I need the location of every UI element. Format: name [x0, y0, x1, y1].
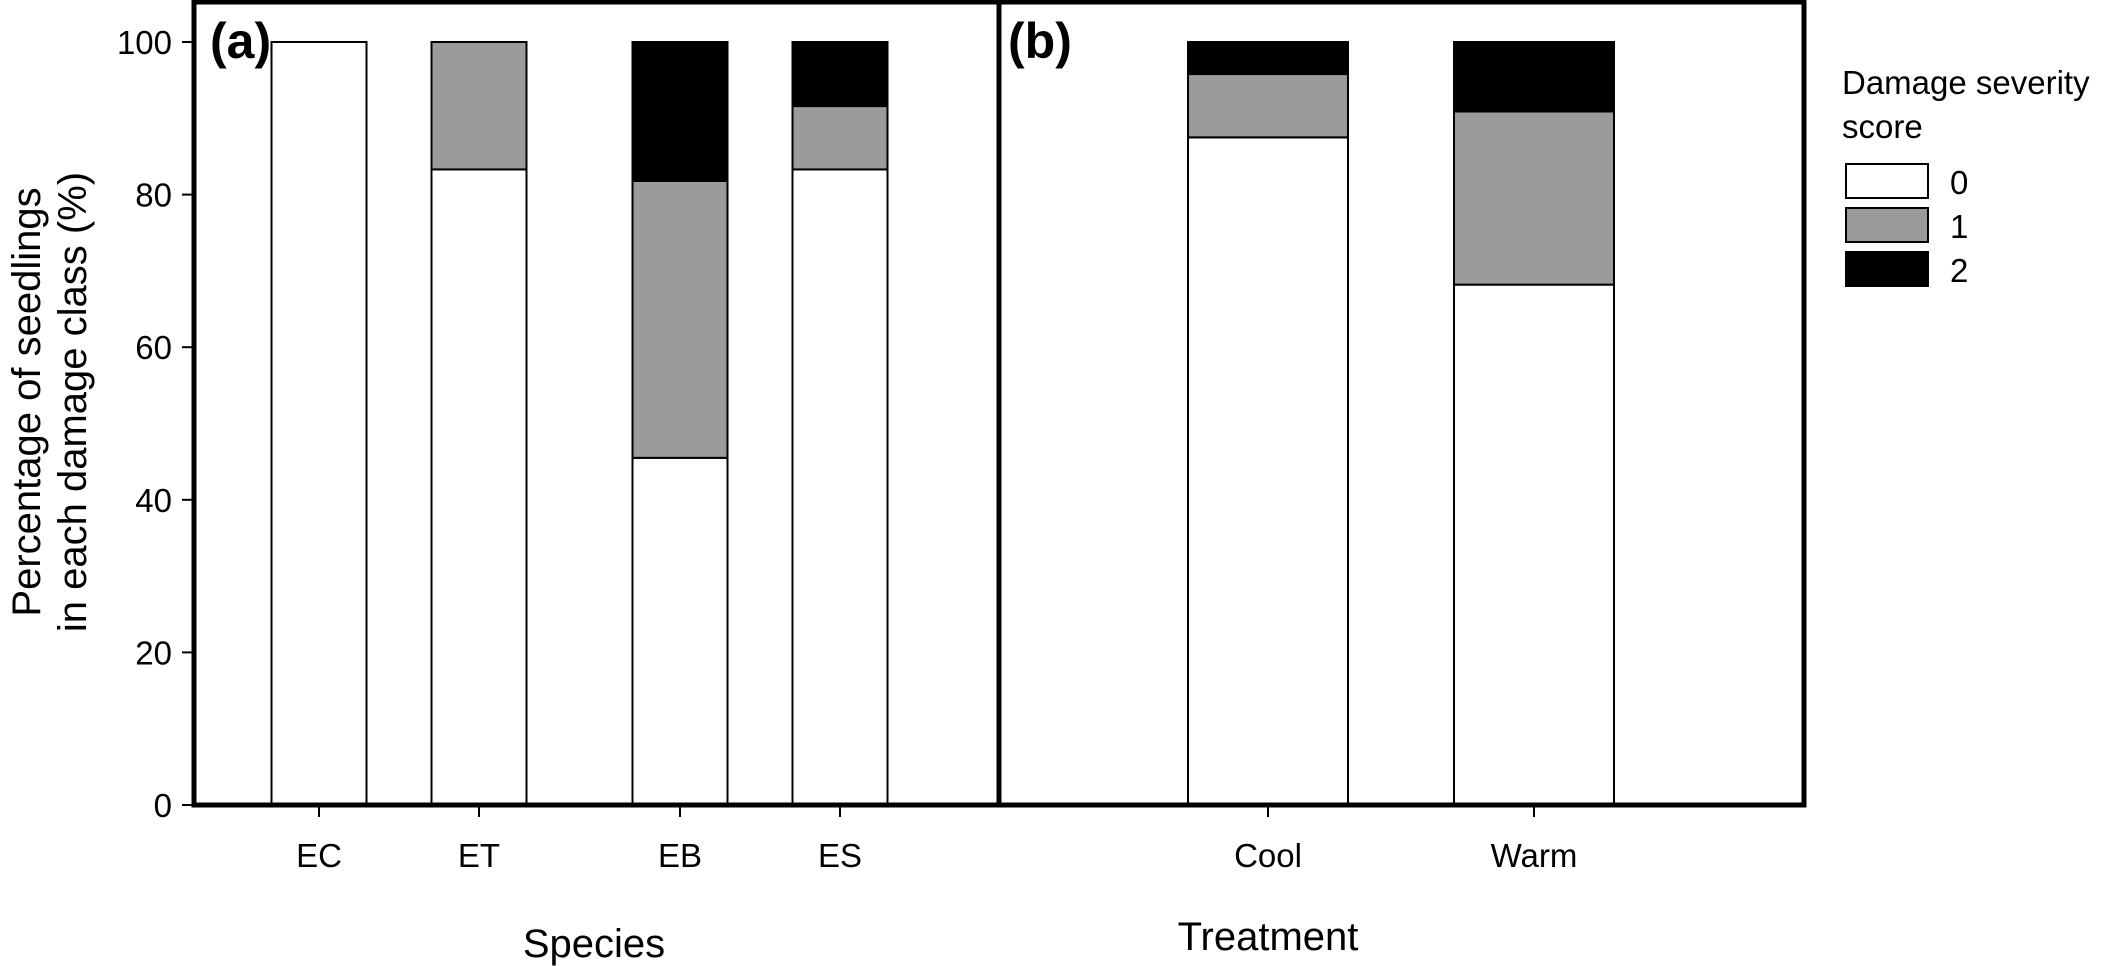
legend-swatch-score-1	[1845, 207, 1929, 243]
panel-b: Cool Warm (b)	[996, 0, 1807, 874]
bar-segment-et-score-1	[430, 41, 528, 171]
y-tick-label-0: 0	[154, 787, 172, 824]
bar-segment-es-score-0	[791, 168, 889, 806]
y-tick-label-100: 100	[117, 24, 172, 61]
y-tick-label-20: 20	[135, 634, 172, 671]
x-tick-label-es: ES	[818, 837, 862, 874]
y-tick-label-80: 80	[135, 177, 172, 214]
bar-segment-es-score-2	[791, 41, 889, 108]
bar-segment-eb-score-1	[631, 179, 729, 459]
panel-label: (a)	[210, 13, 271, 69]
panel-frame	[996, 0, 1807, 808]
legend-swatch-score-0	[1845, 163, 1929, 199]
legend-title-line-2: score	[1842, 108, 1923, 145]
bar-segment-warm-score-1	[1453, 110, 1615, 286]
x-axis-title-species: Species	[523, 922, 665, 966]
x-tick-label-ec: EC	[296, 837, 342, 874]
y-axis-title: Percentage of seedlings in each damage c…	[5, 172, 95, 632]
bar-segment-eb-score-2	[631, 41, 729, 182]
legend-label-score-0: 0	[1950, 164, 1968, 201]
bar-segment-et-score-0	[430, 168, 528, 806]
bar-segment-cool-score-1	[1187, 73, 1349, 139]
legend-label-score-2: 2	[1950, 252, 1968, 289]
legend-label-score-1: 1	[1950, 208, 1968, 245]
bar-segment-warm-score-2	[1453, 41, 1615, 113]
y-axis-title-line-1: Percentage of seedlings	[5, 187, 49, 616]
legend-swatch-score-2	[1845, 251, 1929, 287]
bar-segment-eb-score-0	[631, 456, 729, 806]
y-tick-label-40: 40	[135, 482, 172, 519]
legend-title-line-1: Damage severity	[1842, 64, 2090, 101]
bar-segment-cool-score-0	[1187, 136, 1349, 806]
x-tick-label-eb: EB	[658, 837, 702, 874]
y-axis-title-line-2: in each damage class (%)	[51, 172, 95, 632]
x-tick-label-cool: Cool	[1234, 837, 1302, 874]
y-tick-label-60: 60	[135, 329, 172, 366]
x-axis-title-treatment: Treatment	[1178, 915, 1359, 959]
bar-segment-es-score-1	[791, 105, 889, 171]
x-tick-label-warm: Warm	[1491, 837, 1578, 874]
bar-segment-warm-score-0	[1453, 283, 1615, 807]
x-tick-label-et: ET	[458, 837, 500, 874]
legend: Damage severity score 0 1 2	[1842, 64, 2090, 289]
panel-label: (b)	[1008, 13, 1072, 69]
panel-a: EC ET EB ES (a) 0 20 40 60 80 100	[117, 0, 1002, 874]
bar-segment-ec-score-0	[270, 41, 368, 806]
bar-segment-cool-score-2	[1187, 41, 1349, 76]
